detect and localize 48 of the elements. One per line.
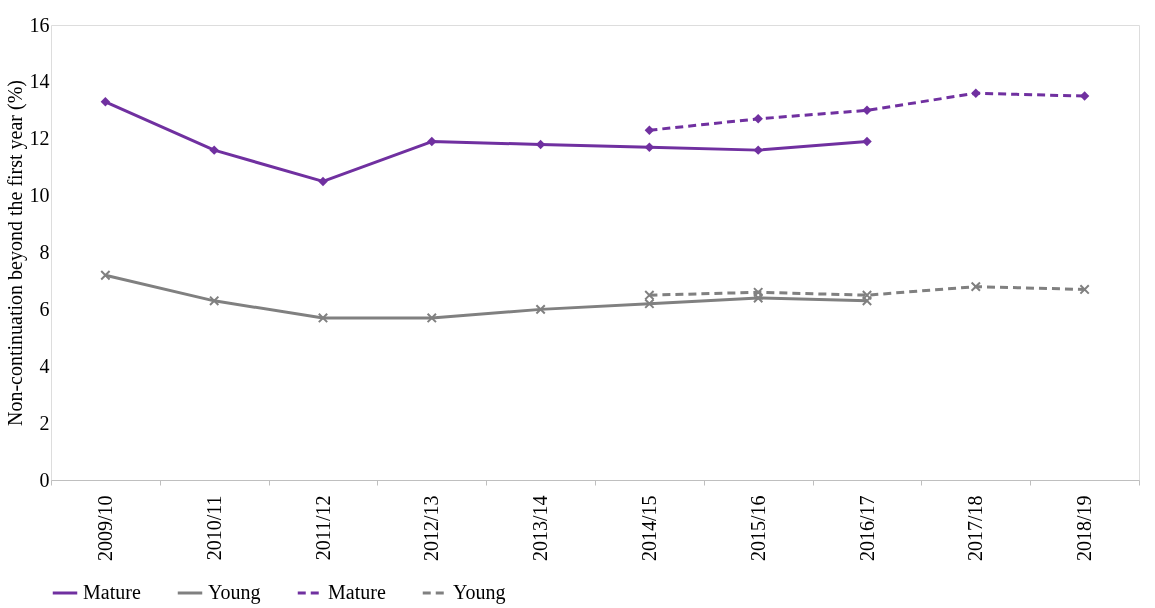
legend-label: Young xyxy=(453,581,506,604)
point xyxy=(861,289,873,301)
point xyxy=(861,295,873,307)
point xyxy=(971,88,981,98)
y-tick-label: 4 xyxy=(39,354,50,377)
point xyxy=(644,289,655,301)
point xyxy=(753,145,763,155)
x-tick-label: 2009/10 xyxy=(93,495,116,562)
point xyxy=(209,295,220,307)
x-tick-label: 2016/17 xyxy=(855,495,878,562)
x-tick-label: 2014/15 xyxy=(637,495,660,562)
point xyxy=(1079,284,1090,295)
y-tick-label: 0 xyxy=(39,468,50,491)
point xyxy=(862,136,872,147)
point xyxy=(209,145,219,155)
legend-label: Young xyxy=(208,581,261,604)
y-tick-label: 8 xyxy=(39,241,50,263)
point xyxy=(100,97,111,107)
y-tick-label: 2 xyxy=(39,411,50,434)
point xyxy=(426,312,437,324)
point xyxy=(753,114,763,124)
x-tick-label: 2015/16 xyxy=(746,495,769,562)
point xyxy=(753,287,764,298)
x-tick-label: 2017/18 xyxy=(964,495,987,562)
x-tick-label: 2010/11 xyxy=(202,495,225,561)
legend-label: Mature xyxy=(328,581,386,603)
y-tick-label: 6 xyxy=(39,297,50,320)
point xyxy=(753,292,764,304)
legend-label: Mature xyxy=(83,581,141,603)
point xyxy=(862,105,872,116)
point xyxy=(644,298,655,309)
point xyxy=(970,281,981,292)
point xyxy=(644,125,655,135)
x-tick-label: 2018/19 xyxy=(1073,495,1096,562)
y-tick-label: 12 xyxy=(29,127,50,150)
point xyxy=(535,304,546,315)
point xyxy=(100,270,111,281)
x-tick-label: 2012/13 xyxy=(420,495,443,562)
point xyxy=(318,176,328,187)
y-tick-label: 10 xyxy=(29,184,50,207)
y-tick-label: 14 xyxy=(29,70,50,93)
x-tick-label: 2011/12 xyxy=(311,495,334,561)
y-tick-label: 16 xyxy=(29,13,50,36)
point xyxy=(535,139,546,150)
x-tick-label: 2013/14 xyxy=(529,495,552,562)
point xyxy=(317,312,329,324)
y-axis-title: Non-continuation beyond the first year (%) xyxy=(3,79,27,427)
point xyxy=(427,136,437,147)
